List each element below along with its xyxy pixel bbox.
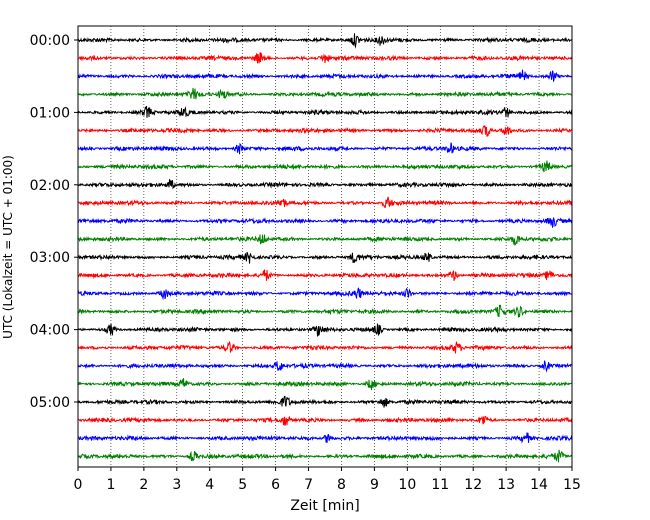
x-tick-label: 5: [238, 477, 247, 493]
trace-lines: [77, 33, 573, 463]
y-axis-ticks: 00:00 01:00 02:00 03:00 04:00 05:00: [30, 33, 78, 411]
seismogram-trace: [77, 87, 573, 100]
x-tick-label: 14: [530, 477, 548, 493]
x-tick-label: 4: [205, 477, 214, 493]
seismogram-trace: [77, 33, 573, 49]
x-tick-label: 2: [139, 477, 148, 493]
seismogram-trace: [77, 269, 573, 281]
seismogram-trace: [77, 287, 573, 301]
x-tick-label: 12: [464, 477, 482, 493]
x-tick-label: 7: [304, 477, 313, 493]
y-tick-label: 05:00: [30, 395, 70, 411]
x-tick-label: 10: [398, 477, 416, 493]
y-tick-label: 01:00: [30, 105, 70, 121]
seismogram-trace: [77, 323, 573, 337]
x-tick-label: 1: [106, 477, 115, 493]
x-tick-label: 13: [497, 477, 515, 493]
seismogram-trace: [77, 234, 573, 246]
seismogram-trace: [77, 251, 573, 264]
x-tick-label: 11: [431, 477, 449, 493]
x-tick-label: 0: [74, 477, 83, 493]
seismogram-trace: [77, 217, 573, 228]
seismogram-trace: [77, 106, 573, 118]
seismogram-trace: [77, 340, 573, 354]
seismogram-trace: [77, 51, 573, 64]
seismogram-trace: [77, 360, 573, 373]
y-axis-label: UTC (Lokalzeit = UTC + 01:00): [1, 155, 15, 339]
plot-frame: [77, 25, 573, 468]
x-tick-label: 15: [563, 477, 581, 493]
x-tick-label: 3: [172, 477, 181, 493]
y-tick-label: 03:00: [30, 250, 70, 266]
seismogram-trace: [77, 160, 573, 173]
seismogram-trace: [77, 395, 573, 408]
y-tick-label: 04:00: [30, 323, 70, 339]
seismogram-trace: [77, 125, 573, 137]
y-tick-label: 02:00: [30, 178, 70, 194]
seismogram-trace: [77, 449, 573, 463]
x-axis-label: Zeit [min]: [290, 498, 359, 514]
x-axis-ticks: 0 1 2 3 4 5 6 7 8 9 10 11 12 13 14 15: [74, 467, 581, 493]
seismogram-trace: [77, 196, 573, 209]
x-tick-label: 9: [370, 477, 379, 493]
seismogram-trace: [77, 415, 573, 427]
seismogram-trace: [77, 378, 573, 391]
seismogram-trace: [77, 142, 573, 155]
seismogram-trace: [77, 432, 573, 444]
seismogram-trace: [78, 304, 573, 318]
x-tick-label: 6: [271, 477, 280, 493]
seismogram-trace: [77, 69, 573, 83]
x-tick-label: 8: [337, 477, 346, 493]
y-tick-label: 00:00: [30, 33, 70, 49]
seismogram-trace: [77, 178, 573, 190]
